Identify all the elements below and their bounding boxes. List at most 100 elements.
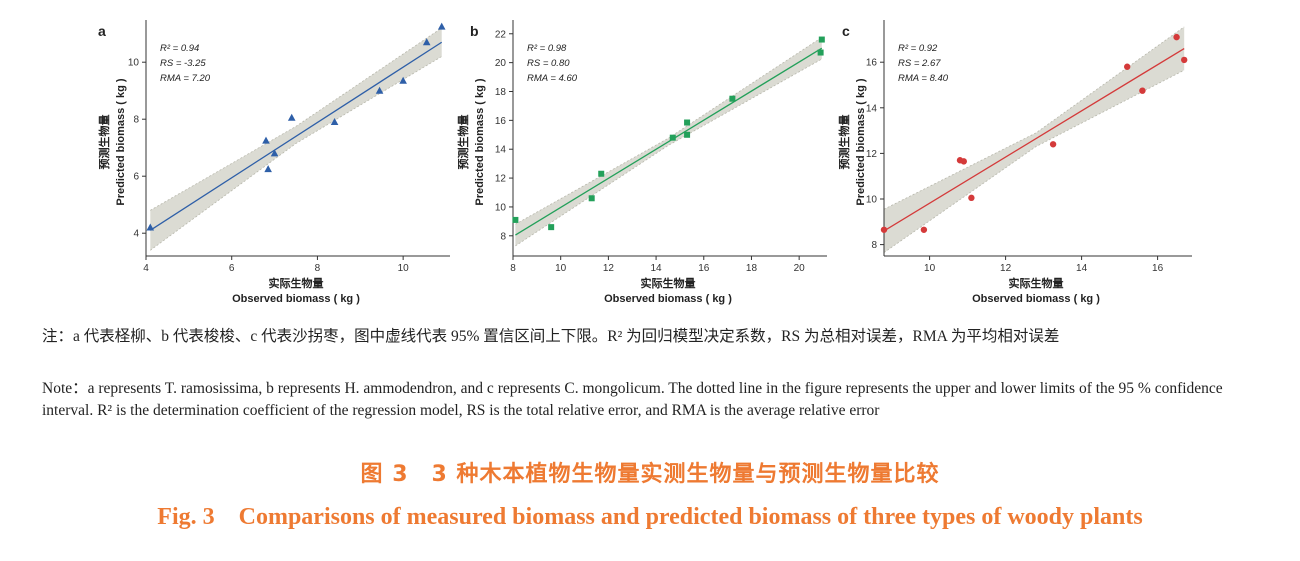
stat-label: RS = -3.25 [160, 58, 206, 69]
y-tick-label: 6 [133, 172, 139, 183]
ci-upper-line [883, 26, 1185, 210]
y-tick-label: 4 [133, 229, 139, 240]
data-point [270, 149, 279, 157]
confidence-band [150, 28, 442, 251]
x-tick-label: 8 [315, 263, 321, 274]
data-point [1181, 56, 1188, 64]
x-tick-label: 12 [1000, 263, 1012, 274]
stat-label: RMA = 8.40 [898, 73, 949, 84]
stat-label: RS = 0.80 [527, 58, 570, 69]
ci-lower-line [150, 56, 442, 251]
y-axis-title-cn: 预测生物量 [456, 115, 470, 170]
y-tick-label: 14 [866, 103, 878, 114]
data-point [1124, 63, 1131, 70]
data-point [264, 165, 272, 173]
data-point [512, 216, 519, 223]
x-axis-title: Observed biomass ( kg ) [604, 293, 732, 305]
y-tick-label: 20 [495, 58, 507, 69]
data-point [330, 118, 339, 126]
data-point [375, 86, 384, 94]
x-tick-label: 10 [924, 263, 936, 274]
y-tick-label: 12 [495, 174, 507, 185]
panel-c: 10 12 14 16 8 10 12 14 16 R² = 0.92 RS = 2.67 RMA =… [837, 20, 1192, 305]
data-point [1049, 141, 1057, 148]
panel-b: 8 10 12 14 16 18 20 8 10 12 14 16 18 20 22 R² = 0.98 RS … [456, 20, 827, 305]
y-tick-label: 10 [866, 195, 878, 206]
data-point [1139, 87, 1146, 94]
data-point [729, 95, 736, 102]
data-point [422, 38, 431, 46]
y-tick-label: 22 [495, 29, 507, 40]
x-tick-label: 16 [1152, 263, 1164, 274]
figure-caption-chinese: 图 3 3 种木本植物生物量实测生物量与预测生物量比较 [360, 462, 940, 487]
data-point [548, 224, 555, 231]
stat-label: R² = 0.98 [527, 43, 567, 54]
data-point [399, 76, 407, 84]
x-tick-label: 10 [398, 263, 410, 274]
data-point [598, 170, 605, 177]
y-axis-title-cn: 预测生物量 [97, 115, 111, 170]
y-tick-label: 14 [495, 145, 507, 156]
data-point [146, 223, 155, 231]
x-tick-label: 12 [603, 263, 615, 274]
y-tick-label: 8 [500, 231, 506, 242]
x-tick-label: 6 [229, 263, 235, 274]
data-point [437, 22, 446, 30]
y-tick-label: 18 [495, 87, 507, 98]
x-tick-label: 8 [510, 263, 516, 274]
stat-label: R² = 0.92 [898, 43, 938, 54]
x-tick-label: 14 [651, 263, 663, 274]
note-english: Note：a represents T. ramosissima, b repr… [42, 380, 1223, 419]
y-tick-label: 8 [133, 115, 139, 126]
x-tick-label: 20 [794, 263, 806, 274]
ci-upper-line [150, 27, 442, 211]
y-tick-label: 12 [866, 149, 878, 160]
y-axis-title-cn: 预测生物量 [837, 115, 851, 170]
y-tick-label: 16 [866, 58, 878, 69]
ci-lower-line [883, 69, 1185, 253]
panel-label: c [842, 23, 850, 39]
y-axis-title: Predicted biomass ( kg ) [474, 78, 486, 205]
stat-label: RMA = 7.20 [160, 73, 211, 84]
data-point [588, 195, 595, 202]
data-point [1173, 33, 1180, 41]
stat-label: RS = 2.67 [898, 58, 941, 69]
regression-line [883, 47, 1185, 232]
data-point [880, 226, 888, 233]
y-tick-label: 10 [128, 58, 140, 69]
panel-a: 4 6 8 10 4 6 8 10 R² = 0.94 RS = -3.25 RMA = 7.20 a… [97, 20, 450, 305]
data-point [968, 194, 975, 202]
note-chinese: 注：a 代表柽柳、b 代表梭梭、c 代表沙拐枣，图中虚线代表 95% 置信区间上… [42, 328, 1060, 345]
y-axis-title: Predicted biomass ( kg ) [115, 78, 127, 205]
data-point [817, 49, 824, 56]
x-tick-label: 10 [555, 263, 567, 274]
data-point [920, 226, 928, 233]
figure-caption-english: Fig. 3 Comparisons of measured biomass a… [157, 504, 1143, 530]
data-point [684, 119, 691, 126]
regression-line [149, 41, 443, 231]
data-point [818, 36, 825, 43]
figure-charts: 4 6 8 10 4 6 8 10 R² = 0.94 RS = -3.25 RMA = 7.20 a… [97, 20, 1192, 305]
data-point [262, 136, 270, 144]
y-tick-label: 10 [495, 202, 507, 213]
panel-label: a [98, 23, 106, 39]
panel-label: b [470, 23, 479, 39]
stat-label: R² = 0.94 [160, 43, 199, 54]
x-tick-label: 16 [698, 263, 710, 274]
x-axis-title: Observed biomass ( kg ) [972, 293, 1100, 305]
x-tick-label: 18 [746, 263, 758, 274]
stat-label: RMA = 4.60 [527, 73, 578, 84]
x-axis-title-cn: 实际生物量 [641, 276, 696, 290]
x-tick-label: 4 [143, 263, 149, 274]
y-tick-label: 8 [871, 240, 877, 251]
ci-lower-line [515, 58, 823, 247]
data-point [960, 158, 967, 165]
x-axis-title-cn: 实际生物量 [1009, 276, 1064, 290]
data-point [669, 134, 676, 141]
ci-upper-line [515, 37, 823, 225]
y-axis-title: Predicted biomass ( kg ) [855, 78, 867, 205]
x-tick-label: 14 [1076, 263, 1088, 274]
y-tick-label: 16 [495, 116, 507, 127]
x-axis-title: Observed biomass ( kg ) [232, 293, 360, 305]
data-point [287, 113, 296, 121]
